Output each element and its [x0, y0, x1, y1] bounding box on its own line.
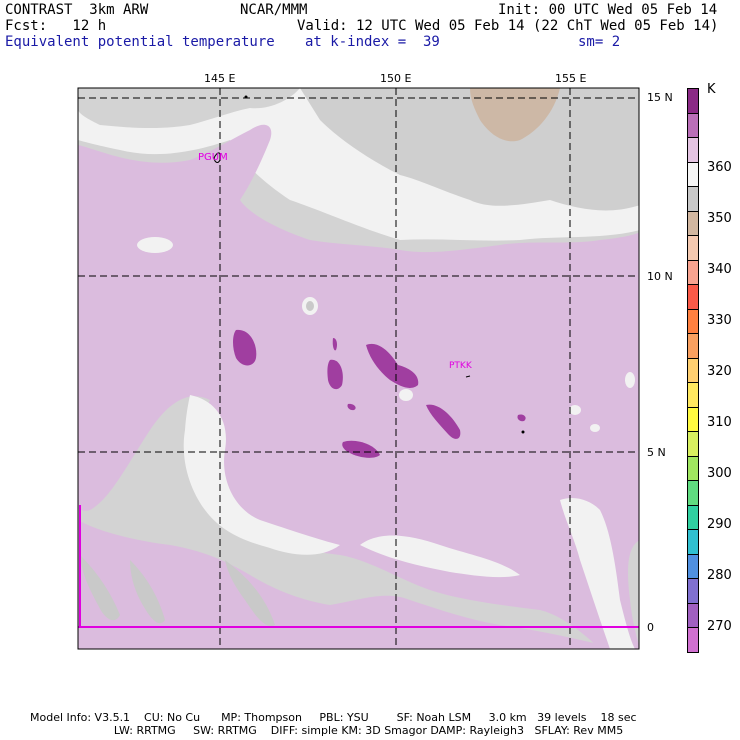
gray-region-north	[300, 88, 639, 211]
gray-spot-2	[306, 301, 314, 311]
colorbar-swatch	[687, 137, 699, 163]
light-spot-1	[137, 237, 173, 253]
colorbar-swatch	[687, 235, 699, 261]
colorbar-swatch	[687, 259, 699, 286]
colorbar-tick-label: 360	[707, 160, 732, 175]
forecast-hour: Fcst: 12 h	[5, 18, 107, 34]
lon-label-150: 150 E	[380, 72, 412, 85]
purple-blob-5	[426, 404, 461, 439]
footer-model-info-2: LW: RRTMG SW: RRTMG DIFF: simple KM: 3D …	[30, 724, 624, 737]
colorbar-tick-label: 320	[707, 364, 732, 379]
colorbar-swatch	[687, 161, 699, 188]
map-gridlines	[78, 88, 639, 649]
colorbar-swatch	[687, 602, 699, 629]
lat-label-0: 0	[647, 621, 654, 634]
station-label-pgum: PGUM	[198, 152, 228, 163]
colorbar-swatch	[687, 553, 699, 580]
gray-streak-3	[225, 560, 275, 626]
smoothing: sm= 2	[578, 34, 621, 50]
lon-label-155: 155 E	[555, 72, 587, 85]
colorbar-swatch	[687, 284, 699, 310]
footer-model-info-1: Model Info: V3.5.1 CU: No Cu MP: Thompso…	[30, 711, 637, 724]
purple-blob-4	[366, 343, 419, 388]
lavender-region-main	[78, 124, 639, 649]
lavender-region-south	[78, 520, 620, 649]
colorbar-swatch	[687, 112, 699, 139]
purple-blob-6	[342, 440, 380, 458]
colorbar-swatch	[687, 357, 699, 384]
gray-streak-1	[80, 555, 120, 621]
colorbar-swatch	[687, 627, 699, 653]
colorbar-swatch	[687, 480, 699, 506]
colorbar-tick-label: 290	[707, 517, 732, 532]
purple-blob-8	[517, 414, 526, 422]
purple-blob-1	[233, 329, 257, 366]
purple-blob-3	[327, 359, 343, 390]
colorbar-tick-label: 350	[707, 211, 732, 226]
colorbar-swatch	[687, 504, 699, 531]
field-name: Equivalent potential temperature	[5, 34, 275, 50]
lon-label-145: 145 E	[204, 72, 236, 85]
lat-label-5n: 5 N	[647, 446, 666, 459]
gray-streak-2	[130, 560, 165, 624]
map-frame	[77, 87, 640, 650]
light-spot-4	[569, 405, 581, 415]
light-region-south	[360, 535, 520, 578]
colorbar-swatch	[687, 382, 699, 408]
small-island-2	[521, 430, 525, 434]
purple-blob-7	[347, 403, 356, 411]
colorbar-swatch	[687, 455, 699, 482]
chuuk-island	[465, 375, 471, 378]
lat-label-15n: 15 N	[647, 91, 673, 104]
colorbar-tick-label: 330	[707, 313, 732, 328]
colorbar-tick-label: 300	[707, 466, 732, 481]
lat-label-10n: 10 N	[647, 270, 673, 283]
colorbar-swatch	[687, 210, 699, 237]
light-region-sw	[183, 395, 340, 555]
light-spot-5	[590, 424, 600, 432]
colorbar-tick-label: 280	[707, 568, 732, 583]
station-label-ptkk: PTKK	[449, 361, 472, 371]
colorbar-unit: K	[707, 82, 716, 97]
colorbar-swatch	[687, 88, 699, 114]
guam-island	[213, 152, 221, 163]
level-index: at k-index = 39	[305, 34, 440, 50]
small-island	[244, 95, 248, 99]
colorbar-swatch	[687, 406, 699, 433]
colorbar-tick-label: 270	[707, 619, 732, 634]
purple-blob-2	[332, 338, 337, 351]
colorbar-swatch	[687, 529, 699, 555]
init-time: Init: 00 UTC Wed 05 Feb 14	[498, 2, 718, 18]
light-region-se	[560, 498, 635, 649]
model-title: CONTRAST 3km ARW	[5, 2, 149, 18]
colorbar-swatch	[687, 431, 699, 457]
valid-time: Valid: 12 UTC Wed 05 Feb 14 (22 ChT Wed …	[297, 18, 719, 34]
light-spot-3	[399, 389, 413, 401]
tan-region	[470, 88, 560, 142]
colorbar-swatch	[687, 578, 699, 604]
colorbar-tick-label: 310	[707, 415, 732, 430]
colorbar-swatch	[687, 333, 699, 359]
institution: NCAR/MMM	[240, 2, 308, 18]
colorbar-swatch	[687, 186, 699, 212]
colorbar-tick-label: 340	[707, 262, 732, 277]
light-spot-6	[625, 372, 635, 388]
colorbar-swatch	[687, 308, 699, 335]
